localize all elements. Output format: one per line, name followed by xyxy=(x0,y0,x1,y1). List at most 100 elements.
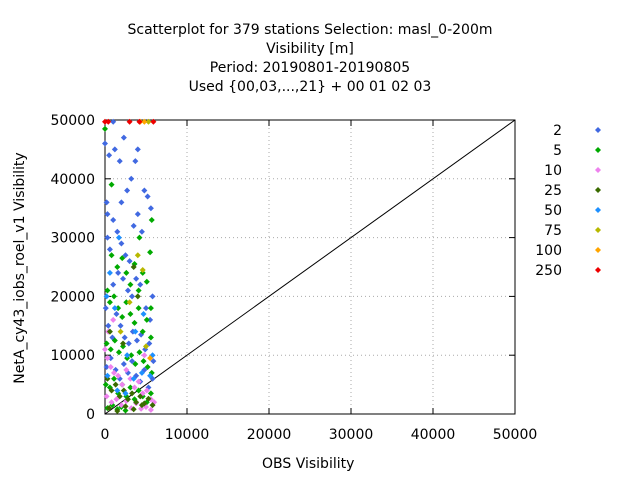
data-point-5 xyxy=(135,287,142,294)
data-point-5 xyxy=(115,305,122,312)
data-point-25 xyxy=(108,387,115,394)
data-point-5 xyxy=(127,384,134,391)
data-point-5 xyxy=(119,313,126,320)
data-point-25 xyxy=(120,340,127,347)
data-point-5 xyxy=(139,328,146,335)
data-point-2 xyxy=(130,222,137,229)
data-point-10 xyxy=(107,363,114,370)
y-tick-label: 30000 xyxy=(50,231,95,247)
data-point-5 xyxy=(144,363,151,370)
y-tick-label: 0 xyxy=(86,407,95,423)
data-point-10 xyxy=(111,369,118,376)
data-point-5 xyxy=(136,234,143,241)
data-point-100 xyxy=(141,118,148,125)
data-point-25 xyxy=(149,402,156,409)
legend-marker-10 xyxy=(595,167,601,173)
data-point-2 xyxy=(129,358,136,365)
data-point-75 xyxy=(126,299,133,306)
data-point-10 xyxy=(102,346,108,353)
data-point-5 xyxy=(102,381,109,388)
legend-label-100: 100 xyxy=(535,243,562,259)
data-point-5 xyxy=(140,358,147,365)
data-point-5 xyxy=(122,407,129,414)
data-point-2 xyxy=(103,363,110,370)
data-point-25 xyxy=(122,403,129,410)
data-point-75 xyxy=(145,118,152,125)
x-axis-label: OBS Visibility xyxy=(262,456,355,472)
data-point-5 xyxy=(103,340,110,347)
data-point-50 xyxy=(124,352,131,359)
x-tick-label: 50000 xyxy=(493,427,538,443)
data-point-5 xyxy=(107,346,114,353)
data-point-25 xyxy=(106,405,113,412)
data-point-5 xyxy=(128,352,135,359)
data-point-5 xyxy=(114,264,121,270)
data-point-10 xyxy=(104,355,111,362)
data-point-2 xyxy=(110,216,117,223)
data-point-5 xyxy=(147,334,154,341)
data-point-50 xyxy=(122,390,129,397)
data-point-50 xyxy=(103,293,110,300)
x-tick-label: 10000 xyxy=(165,427,210,443)
data-point-5 xyxy=(132,361,139,368)
title-line-3: Period: 20190801-20190805 xyxy=(209,60,411,76)
data-point-2 xyxy=(144,193,151,200)
data-point-250 xyxy=(126,118,133,125)
legend-marker-250 xyxy=(595,267,601,273)
legend-label-75: 75 xyxy=(544,223,562,239)
data-point-250 xyxy=(105,118,112,125)
plot-frame xyxy=(104,119,516,415)
data-point-10 xyxy=(115,372,122,379)
data-point-10 xyxy=(108,399,115,406)
title-line-4: Used {00,03,...,21} + 00 01 02 03 xyxy=(188,79,432,95)
data-point-25 xyxy=(130,406,137,413)
data-point-2 xyxy=(105,322,112,329)
data-point-2 xyxy=(126,258,133,265)
legend-label-50: 50 xyxy=(544,203,562,219)
data-point-2 xyxy=(133,337,140,344)
legend-marker-50 xyxy=(595,207,601,213)
data-point-2 xyxy=(111,146,118,153)
data-point-100 xyxy=(147,355,154,362)
data-point-2 xyxy=(143,305,149,312)
data-point-50 xyxy=(130,375,137,382)
legend-marker-5 xyxy=(595,147,601,153)
data-point-5 xyxy=(147,305,154,312)
data-point-2 xyxy=(150,358,157,365)
x-tick-label: 0 xyxy=(101,427,110,443)
data-point-25 xyxy=(137,393,144,400)
data-point-2 xyxy=(102,140,108,147)
data-point-5 xyxy=(108,252,115,259)
data-point-2 xyxy=(132,158,139,165)
data-point-10 xyxy=(103,393,110,400)
legend-marker-2 xyxy=(595,127,601,133)
data-point-2 xyxy=(114,228,121,235)
data-point-5 xyxy=(127,281,134,288)
data-point-50 xyxy=(140,311,147,318)
legend-label-2: 2 xyxy=(553,123,562,139)
data-point-5 xyxy=(143,316,150,323)
data-point-5 xyxy=(123,269,130,276)
data-point-10 xyxy=(127,375,134,382)
data-point-75 xyxy=(139,266,146,273)
data-point-5 xyxy=(135,305,142,312)
data-point-25 xyxy=(145,395,152,402)
data-point-5 xyxy=(111,337,118,344)
data-point-10 xyxy=(147,406,154,413)
data-point-75 xyxy=(134,252,141,259)
data-point-2 xyxy=(113,311,120,318)
data-point-10 xyxy=(113,396,120,403)
data-point-2 xyxy=(149,293,156,300)
y-tick-label: 20000 xyxy=(50,289,95,305)
data-point-2 xyxy=(104,211,111,218)
legend-label-5: 5 xyxy=(553,143,562,159)
data-point-2 xyxy=(133,275,140,282)
data-point-2 xyxy=(134,211,141,218)
x-tick-label: 40000 xyxy=(411,427,456,443)
data-point-2 xyxy=(120,275,127,282)
data-point-50 xyxy=(147,372,154,379)
data-point-2 xyxy=(107,355,114,362)
data-point-10 xyxy=(123,366,130,373)
data-point-2 xyxy=(141,187,148,194)
data-point-2 xyxy=(138,228,145,235)
